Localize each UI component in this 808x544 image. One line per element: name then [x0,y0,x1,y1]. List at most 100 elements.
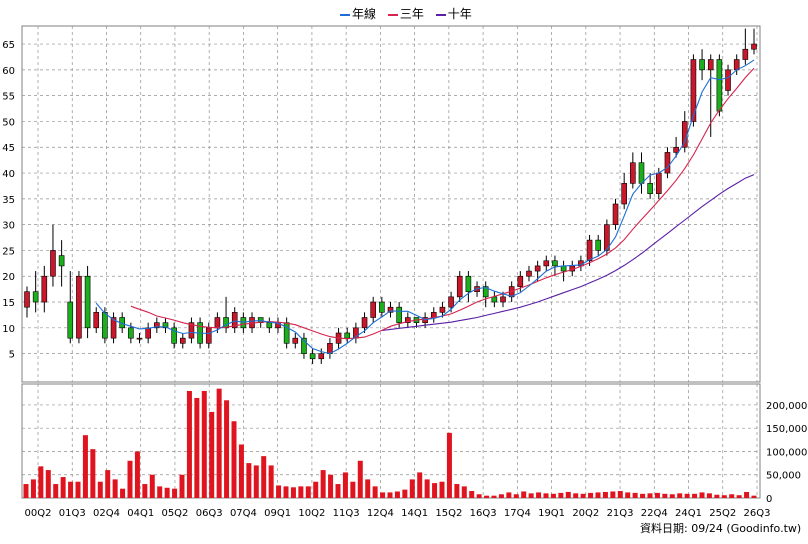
x-tick-label: 04Q1 [127,508,154,519]
x-tick-label: 14Q1 [401,508,428,519]
candle-body [344,332,351,339]
candle-body [128,327,134,339]
volume-bar [60,477,66,498]
volume-bar [417,472,423,498]
candle-body [188,322,195,339]
candle-body [630,162,636,184]
volume-bar [261,456,267,498]
data-date-footer: 資料日期: 09/24 (Goodinfo.tw) [640,522,802,535]
legend-item-1y: 年線 [340,7,376,21]
volume-bar [157,486,163,498]
volume-bar [209,411,215,498]
volume-bar [402,489,408,498]
volume-panel [21,383,761,499]
volume-bar [186,390,192,498]
volume-bar [625,492,631,498]
price-tick-label: 60 [2,66,15,77]
price-tick-label: 45 [2,143,15,154]
x-tick-label: 26Q3 [744,508,771,519]
volume-bar [246,463,252,498]
ma-1y-line [95,59,755,355]
volume-bar [253,465,259,498]
volume-bar [617,491,623,498]
volume-bar [469,491,475,498]
price-tick-label: 30 [2,221,15,232]
volume-bar [536,492,542,498]
candle-body [699,59,705,71]
candle-body [301,337,307,354]
volume-bar [476,494,482,498]
volume-bar [283,486,289,498]
price-tick-label: 55 [2,92,15,103]
candle-body [439,306,446,313]
ma-10y-line [381,174,755,331]
volume-bar [677,493,683,498]
candle-body [266,322,273,329]
candle-body [76,275,82,339]
candle-body [560,265,567,272]
candle-body [32,291,39,303]
volume-bar [424,479,430,498]
volume-bar [120,488,126,498]
volume-bar [335,484,341,498]
volume-bar [313,481,319,498]
price-tick-label: 50 [2,117,15,128]
volume-bar [506,492,512,498]
candle-body [647,183,653,194]
volume-bar [387,492,393,498]
candle-body [673,146,679,153]
volume-bar [342,472,348,498]
x-tick-label: 12Q4 [367,508,394,519]
price-tick-label: 25 [2,246,15,257]
x-tick-label: 10Q2 [298,508,325,519]
x-tick-label: 22Q4 [641,508,668,519]
x-tick-label: 00Q2 [25,508,52,519]
candle-body [93,312,100,329]
legend-item-10y: 十年 [435,7,472,21]
x-tick-label: 16Q3 [470,508,497,519]
volume-bar [662,493,668,498]
volume-bar [558,492,564,498]
candle-body [621,183,627,205]
x-tick-label: 19Q1 [538,508,565,519]
volume-bar [580,493,586,498]
volume-bar [491,495,497,498]
candle-body [604,224,610,251]
candle-body [655,172,662,194]
candle-body [456,275,463,298]
candle-body [171,327,177,344]
candle-body [309,353,316,360]
volume-bar [75,481,81,498]
volume-bar [736,495,742,498]
volume-bar [305,486,311,498]
volume-bar [543,493,549,498]
candle-body [214,317,221,329]
x-tick-label: 17Q4 [504,508,531,519]
candle-body [491,296,498,303]
candle-body [405,317,411,323]
volume-bar [602,491,608,498]
volume-bar [394,491,400,498]
x-tick-label: 20Q2 [572,508,599,519]
candle-body [110,317,117,339]
volume-bar [224,400,230,498]
candle-body [517,275,524,287]
candle-body [370,301,376,318]
candle-body [58,255,65,267]
volume-bar [588,492,594,498]
price-tick-label: 40 [2,169,15,180]
volume-tick-label: 100,000 [766,447,807,458]
volume-bar [179,474,185,498]
x-tick-label: 21Q3 [607,508,634,519]
candle-body [612,203,619,225]
x-tick-label: 02Q4 [93,508,120,519]
volume-bar [216,388,222,498]
volume-bar [669,494,675,498]
volume-bar [164,487,170,498]
x-tick-label: 01Q3 [59,508,86,519]
candle-body [690,59,697,122]
volume-bar [454,484,460,498]
candle-body [742,48,749,60]
candle-body [136,337,143,340]
